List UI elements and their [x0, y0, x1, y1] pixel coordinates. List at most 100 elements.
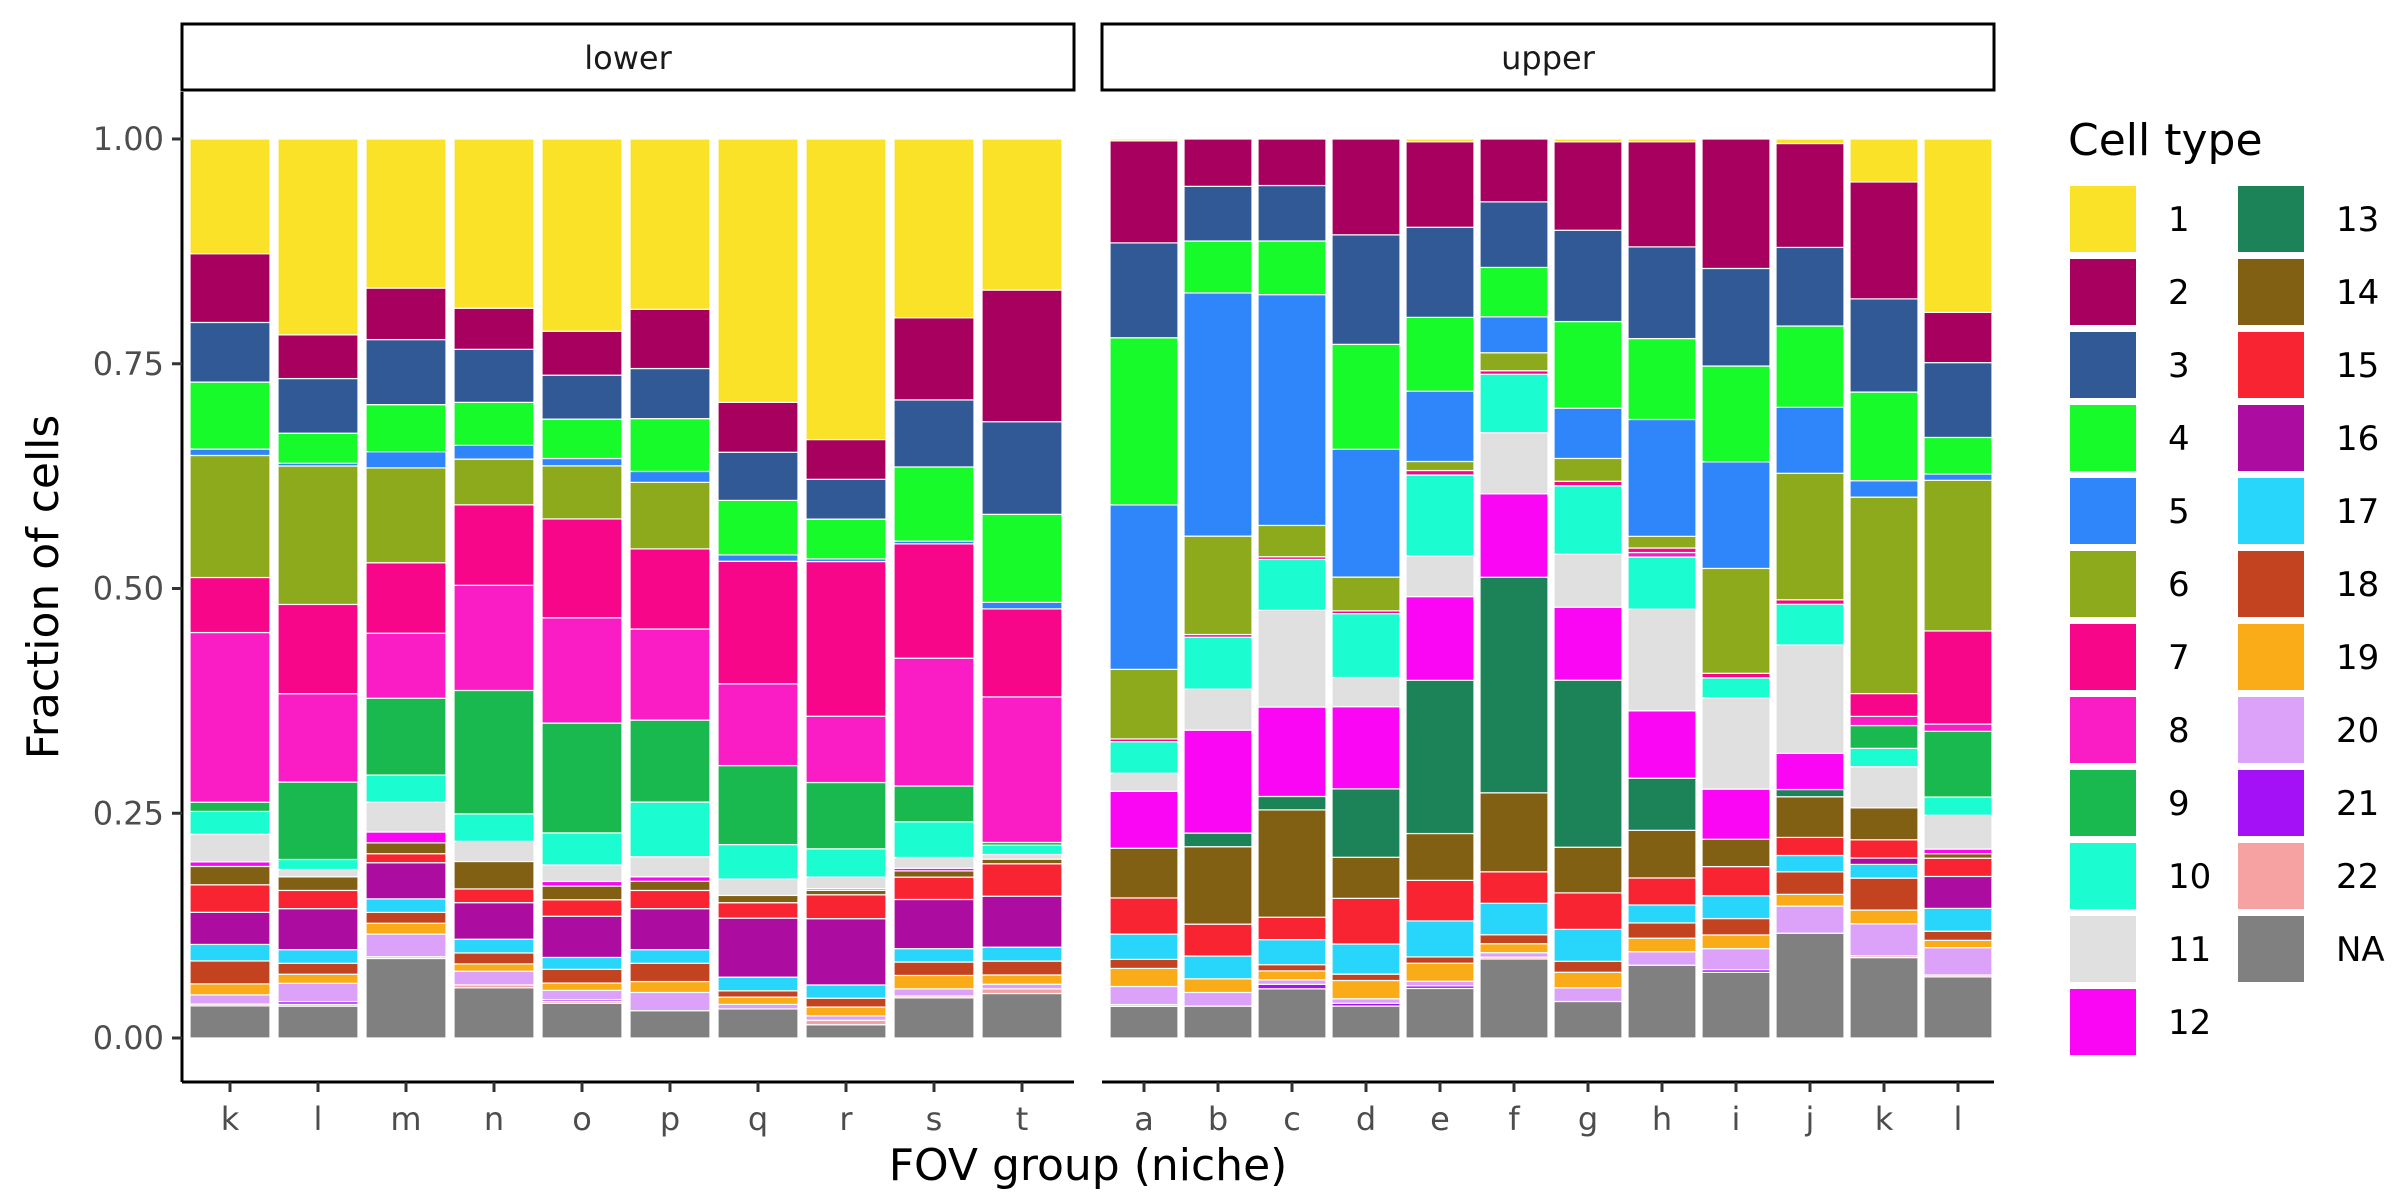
bar-segment-upper-i-type-NA: [1701, 971, 1771, 1039]
bar-segment-lower-t-type-10: [981, 844, 1063, 856]
bar-segment-upper-e-type-18: [1405, 956, 1475, 964]
bar-segment-upper-j-type-18: [1775, 871, 1845, 895]
bar-segment-upper-i-type-14: [1701, 838, 1771, 868]
bar-segment-upper-c-type-11: [1257, 609, 1327, 708]
legend-entry-12: 12: [2070, 989, 2211, 1055]
legend-swatch: [2070, 405, 2136, 471]
bar-segment-upper-g-type-20: [1553, 987, 1623, 1003]
bar-segment-lower-m-type-5: [365, 451, 447, 469]
legend-swatch: [2070, 770, 2136, 836]
legend-label: 13: [2336, 200, 2379, 240]
bar-segment-upper-a-type-1: [1109, 138, 1179, 142]
bar-upper-h: [1627, 138, 1697, 1039]
bar-segment-lower-r-type-1: [805, 138, 887, 441]
bar-segment-upper-c-type-5: [1257, 294, 1327, 527]
bar-segment-upper-k-type-14: [1849, 807, 1919, 841]
bar-segment-lower-k-type-15: [189, 884, 271, 913]
bar-segment-upper-f-type-17: [1479, 902, 1549, 936]
bar-segment-upper-c-type-17: [1257, 939, 1327, 966]
bar-lower-q: [717, 138, 799, 1039]
bar-segment-upper-a-type-12: [1109, 790, 1179, 849]
bar-segment-lower-t-type-18: [981, 960, 1063, 976]
bar-segment-upper-f-type-20: [1479, 952, 1549, 958]
bar-segment-upper-h-type-17: [1627, 904, 1697, 924]
bar-segment-lower-n-type-9: [453, 689, 535, 815]
bar-segment-upper-e-type-NA: [1405, 987, 1475, 1039]
bar-segment-upper-l-type-8: [1923, 723, 1993, 732]
bar-segment-lower-p-type-11: [629, 856, 711, 878]
bar-segment-lower-p-type-3: [629, 367, 711, 420]
bar-segment-lower-n-type-NA: [453, 987, 535, 1039]
bar-segment-lower-k-type-18: [189, 960, 271, 985]
legend-swatch: [2070, 916, 2136, 982]
bar-segment-lower-r-type-8: [805, 715, 887, 784]
y-tick-label: 0.25: [93, 794, 164, 832]
facet-strip-lower: lower: [180, 22, 1076, 92]
y-tick-label: 0.00: [93, 1019, 164, 1057]
bar-segment-lower-n-type-16: [453, 902, 535, 940]
bar-segment-lower-s-type-16: [893, 898, 975, 950]
bar-segment-upper-f-type-NA: [1479, 958, 1549, 1039]
bar-segment-lower-t-type-7: [981, 608, 1063, 698]
bar-segment-lower-o-type-4: [541, 418, 623, 460]
strip-box-upper: [1100, 22, 1996, 92]
bar-segment-upper-h-type-14: [1627, 829, 1697, 879]
panel-upper: [1109, 138, 1993, 1039]
bar-segment-lower-p-type-17: [629, 949, 711, 964]
x-tick-label: q: [748, 1100, 768, 1138]
bar-segment-lower-l-type-16: [277, 908, 359, 951]
bar-segment-upper-d-type-19: [1331, 979, 1401, 1000]
x-tick-label: l: [1954, 1100, 1963, 1138]
bar-segment-upper-a-type-17: [1109, 933, 1179, 960]
bar-segment-upper-d-type-4: [1331, 343, 1401, 450]
bar-segment-upper-f-type-6: [1479, 352, 1549, 372]
bar-segment-lower-p-type-8: [629, 628, 711, 721]
legend-swatch: [2070, 551, 2136, 617]
bar-segment-upper-i-type-12: [1701, 788, 1771, 840]
bar-upper-d: [1331, 138, 1401, 1039]
bar-segment-lower-p-type-18: [629, 962, 711, 983]
bar-segment-lower-l-type-1: [277, 138, 359, 336]
legend-label: 2: [2168, 273, 2190, 313]
bar-segment-lower-m-type-7: [365, 562, 447, 634]
bar-segment-lower-l-type-4: [277, 432, 359, 464]
bar-segment-upper-i-type-18: [1701, 917, 1771, 936]
bar-upper-f: [1479, 138, 1549, 1039]
bar-segment-lower-s-type-17: [893, 948, 975, 963]
bar-segment-lower-n-type-11: [453, 840, 535, 863]
bar-segment-lower-p-type-15: [629, 889, 711, 910]
y-tick-label: 0.75: [93, 345, 164, 383]
bar-segment-lower-r-type-17: [805, 984, 887, 999]
x-tick-label: m: [390, 1100, 421, 1138]
bar-segment-upper-g-type-NA: [1553, 1000, 1623, 1039]
bar-segment-upper-j-type-14: [1775, 796, 1845, 839]
bar-segment-upper-h-type-11: [1627, 608, 1697, 712]
bar-segment-upper-j-type-10: [1775, 603, 1845, 646]
bar-segment-upper-g-type-6: [1553, 457, 1623, 482]
bar-segment-lower-k-type-5: [189, 448, 271, 457]
bar-segment-upper-l-type-10: [1923, 796, 1993, 816]
bar-segment-lower-p-type-7: [629, 548, 711, 630]
bar-segment-lower-m-type-6: [365, 467, 447, 564]
bar-segment-lower-l-type-18: [277, 962, 359, 975]
bar-segment-lower-k-type-16: [189, 911, 271, 946]
x-tick-label: i: [1732, 1100, 1741, 1138]
bar-segment-upper-h-type-NA: [1627, 964, 1697, 1039]
bar-segment-upper-d-type-5: [1331, 448, 1401, 578]
x-tick-label: c: [1283, 1100, 1301, 1138]
bar-segment-lower-m-type-16: [365, 862, 447, 900]
bar-segment-lower-l-type-9: [277, 781, 359, 861]
legend-entry-2: 2: [2070, 259, 2190, 325]
bar-segment-lower-q-type-18: [717, 990, 799, 998]
bar-segment-lower-l-type-17: [277, 949, 359, 964]
bar-segment-upper-c-type-20: [1257, 979, 1327, 985]
bar-segment-upper-b-type-3: [1183, 185, 1253, 242]
bar-segment-lower-s-type-19: [893, 974, 975, 990]
bar-segment-lower-t-type-19: [981, 974, 1063, 985]
bar-segment-upper-c-type-12: [1257, 706, 1327, 798]
bar-segment-upper-l-type-3: [1923, 362, 1993, 439]
bar-segment-lower-r-type-9: [805, 781, 887, 850]
bar-upper-a: [1109, 138, 1179, 1039]
bar-segment-lower-n-type-17: [453, 938, 535, 954]
bar-segment-upper-e-type-20: [1405, 980, 1475, 987]
